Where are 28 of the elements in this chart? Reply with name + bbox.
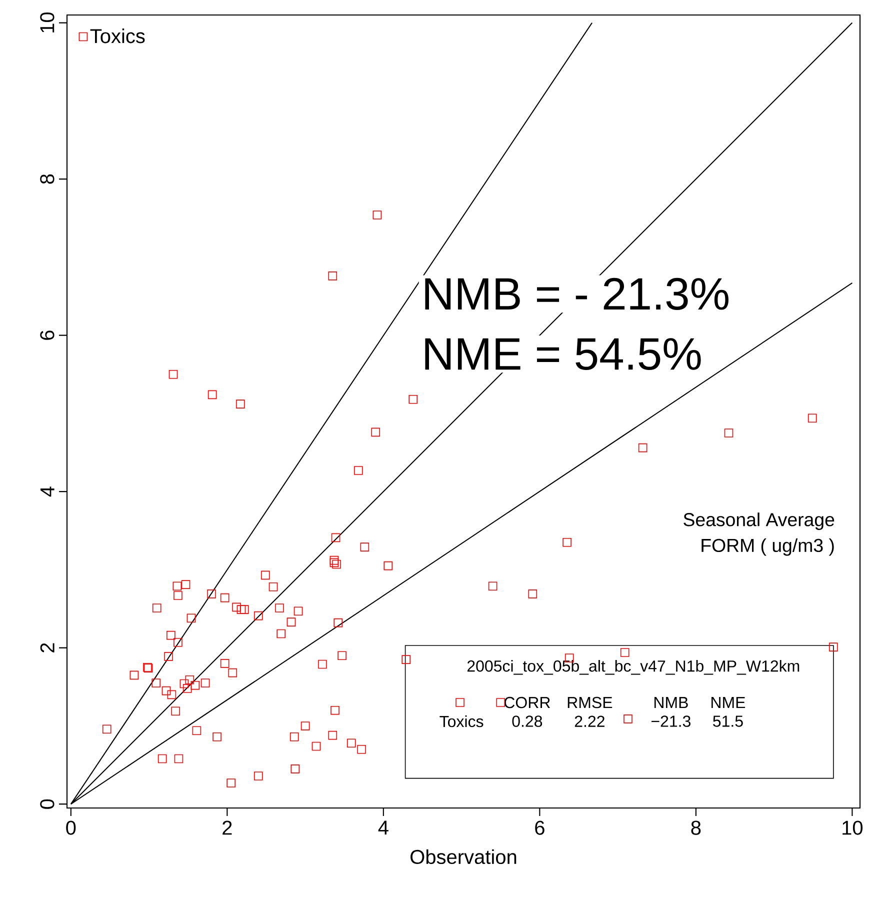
y-tick-label: 10 — [40, 12, 54, 32]
annotation: 0.28 — [512, 716, 542, 727]
y-tick-label: 2 — [40, 643, 54, 652]
legend-label: Toxics — [90, 28, 145, 44]
annotation: 51.5 — [713, 716, 743, 727]
annotation: NME — [712, 697, 746, 708]
annotation: −21.3 — [651, 716, 690, 727]
x-tick-label: 10 — [842, 820, 863, 835]
annotation: Seasonal Average — [684, 512, 834, 530]
x-tick-label: 4 — [378, 820, 388, 834]
x-tick-label: 8 — [691, 820, 701, 835]
x-tick-label: 0 — [66, 820, 76, 835]
annotation: NMB = - 21.3% — [425, 278, 728, 310]
y-tick-label: 0 — [40, 799, 54, 809]
annotation: FORM ( ug/m3 ) — [702, 538, 834, 556]
y-tick-label: 4 — [40, 486, 54, 497]
annotation: 2005ci_tox_05b_alt_bc_v47_N1b_MP_W12km — [467, 660, 800, 675]
y-tick-label: 6 — [40, 330, 54, 340]
y-tick-label: 8 — [40, 174, 54, 184]
annotation: NMB — [654, 697, 688, 708]
annotation: 2.22 — [574, 716, 604, 727]
annotation: NME = 54.5% — [425, 338, 701, 370]
annotation: RMSE — [568, 696, 612, 708]
x-axis-title: Observation — [410, 849, 516, 864]
annotation: CORR — [504, 696, 550, 708]
annotation: Toxics — [440, 715, 484, 728]
x-tick-label: 6 — [535, 820, 544, 835]
x-tick-label: 2 — [222, 820, 232, 835]
